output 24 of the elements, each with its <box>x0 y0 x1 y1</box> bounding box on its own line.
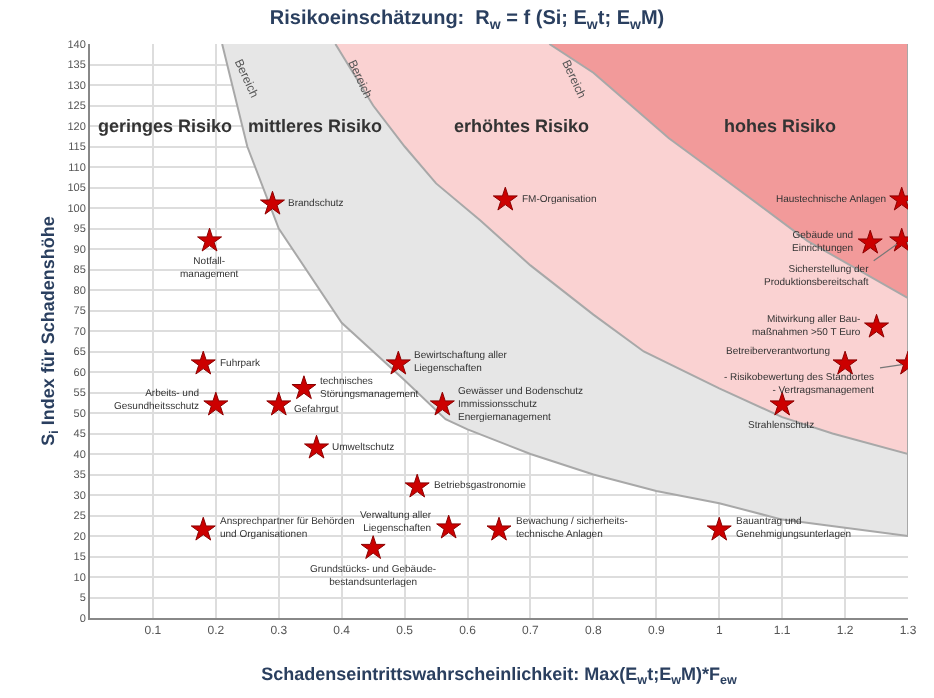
point <box>436 514 462 539</box>
annotation: erhöhtes Risiko <box>454 116 591 136</box>
point <box>486 516 512 541</box>
point <box>190 516 216 541</box>
point <box>429 391 455 416</box>
point <box>197 227 223 252</box>
point <box>190 350 216 375</box>
point <box>706 516 732 541</box>
point <box>404 473 430 498</box>
point <box>360 535 386 559</box>
annotation: mittleres Risiko <box>248 116 384 136</box>
point <box>266 391 292 416</box>
point <box>492 186 518 211</box>
annotation: hohes Risiko <box>724 116 838 136</box>
point <box>857 229 883 254</box>
annotation: geringes Risiko <box>98 116 234 136</box>
point <box>385 350 411 375</box>
point <box>203 391 229 416</box>
chart-title: Risikoeinschätzung: R$_{w}$ = f (Si; E$_{w}$t; E$_{w}$M) <box>269 8 665 33</box>
point <box>304 434 329 459</box>
point <box>260 190 285 215</box>
point <box>864 313 890 338</box>
x-axis-title: Schadenseintrittswahrscheinlichkeit: Max(E$_{w}$t;E$_{w}$M)*F$_{ew}$ <box>261 664 737 688</box>
point <box>291 375 317 400</box>
